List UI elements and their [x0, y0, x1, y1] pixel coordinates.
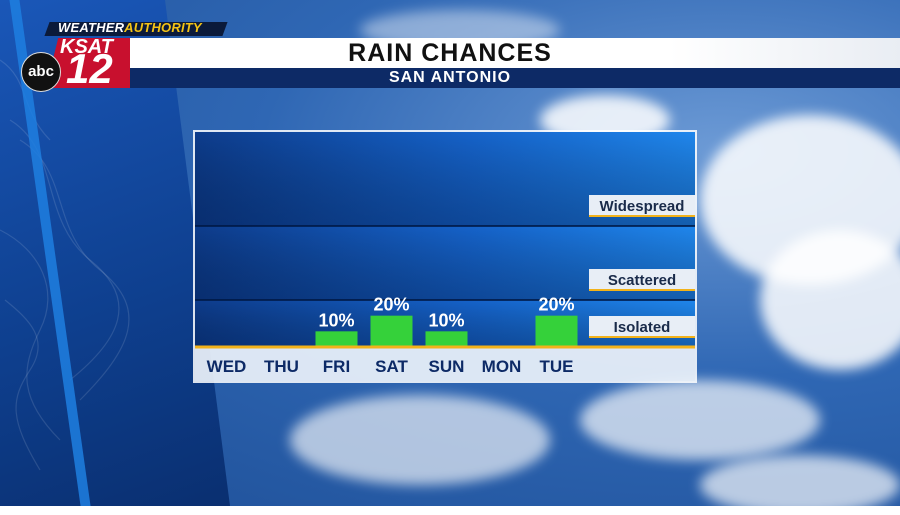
category-label-wed: WED — [207, 357, 247, 376]
cloud — [700, 455, 900, 515]
band-label: Scattered — [608, 272, 676, 289]
bar-sun — [425, 331, 468, 347]
bar-tue — [535, 315, 578, 347]
title-bar — [130, 38, 900, 68]
cloud — [580, 380, 820, 460]
data-label-sat: 20% — [373, 295, 409, 315]
band-label: Widespread — [600, 198, 685, 215]
data-label-fri: 10% — [318, 310, 354, 330]
band-label-box — [589, 316, 695, 338]
band-label-underline — [589, 289, 695, 291]
category-strip — [195, 347, 695, 381]
data-label-tue: 20% — [538, 295, 574, 315]
bar-fri — [315, 331, 358, 347]
page-title: RAIN CHANCES — [348, 39, 552, 67]
category-label-mon: MON — [482, 357, 522, 376]
band-label: Isolated — [614, 319, 671, 336]
chart-frame — [193, 130, 697, 383]
cloud — [290, 395, 550, 485]
data-label-sun: 10% — [428, 310, 464, 330]
ksat-logo-text: KSAT — [60, 36, 113, 58]
bar-sat — [370, 315, 413, 347]
band-label-underline — [589, 215, 695, 217]
category-label-sun: SUN — [429, 357, 465, 376]
subtitle-bar — [130, 68, 900, 88]
abc-logo: abc — [21, 52, 61, 92]
channel-number: 12 — [66, 45, 113, 92]
category-label-thu: THU — [264, 357, 299, 376]
cloud — [760, 230, 900, 370]
category-label-sat: SAT — [375, 357, 408, 376]
band-label-box — [589, 195, 695, 217]
category-label-fri: FRI — [323, 357, 350, 376]
location-subtitle: SAN ANTONIO — [388, 69, 512, 86]
weather-authority-logo: WEATHERAUTHORITY — [58, 20, 202, 35]
band-label-box — [589, 269, 695, 291]
band-label-underline — [589, 336, 695, 338]
category-label-tue: TUE — [540, 357, 574, 376]
